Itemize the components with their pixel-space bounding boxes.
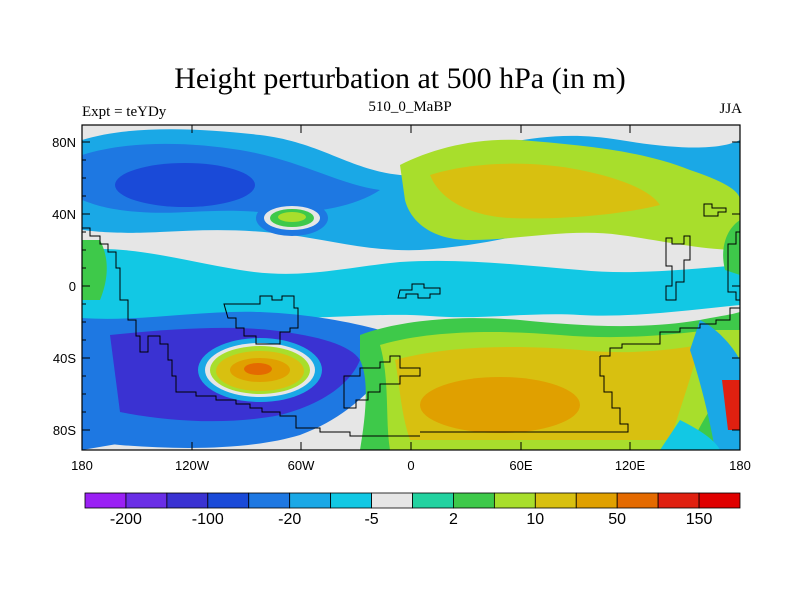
- colorbar-label-5: 10: [526, 511, 544, 528]
- colorbar-label-1: -100: [192, 511, 224, 528]
- colorbar-label-4: 2: [449, 511, 458, 528]
- sw-corner: [82, 420, 140, 450]
- x-tick-60e: 60E: [509, 458, 532, 473]
- asia-east-outline: [665, 235, 691, 301]
- colorbar-cell-6: [330, 492, 372, 509]
- y-tick-80n: 80N: [52, 135, 76, 150]
- y-tick-80s: 80S: [53, 423, 76, 438]
- colorbar-cell-13: [616, 492, 659, 509]
- period-label: 510_0_MaBP: [368, 99, 452, 115]
- colorbar-cell-4: [248, 492, 291, 509]
- colorbar-label-2: -20: [278, 511, 301, 528]
- x-tick-180w: 180: [71, 458, 93, 473]
- colorbar-cell-5: [289, 492, 332, 509]
- atlantic-island-outline: [343, 355, 421, 409]
- y-tick-0: 0: [69, 279, 76, 294]
- x-tick-120e: 120E: [615, 458, 646, 473]
- colorbar-cell-0: [84, 492, 127, 509]
- anom-ring-core: [244, 363, 272, 375]
- x-tick-120w: 120W: [175, 458, 210, 473]
- colorbar-cell-14: [657, 492, 700, 509]
- experiment-label: Expt = teYDy: [82, 104, 167, 120]
- colorbar-cell-2: [166, 492, 209, 509]
- x-tick-0: 0: [407, 458, 414, 473]
- colorbar-cell-15: [698, 492, 741, 509]
- colorbar-cell-3: [207, 492, 250, 509]
- colorbar: [84, 492, 741, 509]
- colorbar-cell-10: [493, 492, 536, 509]
- colorbar-label-3: -5: [364, 511, 378, 528]
- colorbar-cell-9: [453, 492, 495, 509]
- x-tick-180e: 180: [729, 458, 751, 473]
- y-tick-40n: 40N: [52, 207, 76, 222]
- y-tick-40s: 40S: [53, 351, 76, 366]
- east-edge-outline: [727, 231, 740, 301]
- continent-outlines: [82, 203, 740, 437]
- south-america-outline: [82, 227, 420, 437]
- season-label: JJA: [719, 101, 742, 117]
- contour-field: [82, 125, 740, 450]
- se-red: [722, 380, 740, 430]
- tropical-cyan: [82, 249, 740, 321]
- colorbar-label-0: -200: [110, 511, 142, 528]
- x-tick-60w: 60W: [288, 458, 315, 473]
- colorbar-labels: -200 -100 -20 -5 2 10 50 150: [110, 511, 713, 528]
- north-deep-blue: [115, 163, 255, 207]
- chart-title: Height perturbation at 500 hPa (in m): [174, 62, 626, 95]
- west-green: [82, 240, 107, 300]
- colorbar-label-6: 50: [608, 511, 626, 528]
- x-axis-ticks: [81, 125, 741, 450]
- se-light-cyan: [660, 420, 720, 450]
- antarctic-coast-outline: [600, 307, 740, 357]
- japan-outline: [703, 203, 727, 217]
- colorbar-cell-12: [575, 492, 618, 509]
- ne-yellow: [430, 163, 660, 219]
- australia-outline: [420, 356, 629, 433]
- y-axis-ticks: [82, 141, 740, 431]
- africa-west-outline: [223, 295, 299, 345]
- equatorial-island-outline: [397, 283, 441, 299]
- colorbar-cell-7: [371, 492, 413, 509]
- colorbar-cell-11: [534, 492, 577, 509]
- south-orange: [420, 377, 580, 433]
- colorbar-cell-8: [412, 492, 454, 509]
- colorbar-label-7: 150: [686, 511, 713, 528]
- ring-core: [278, 212, 306, 222]
- colorbar-cell-1: [125, 492, 168, 509]
